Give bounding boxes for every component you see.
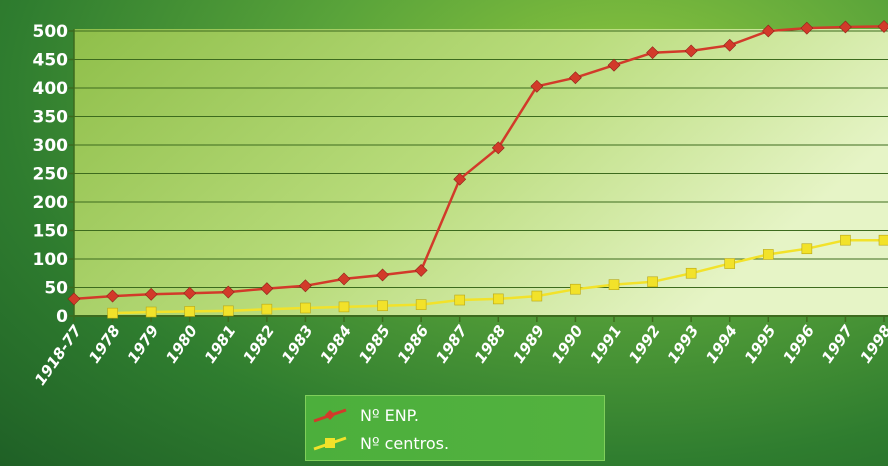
x-tick-label: 1992 — [625, 322, 664, 367]
x-tick-label: 1997 — [818, 322, 857, 367]
data-point — [300, 302, 311, 314]
data-point — [106, 289, 119, 303]
data-point — [184, 306, 196, 317]
axes — [68, 29, 888, 322]
data-point — [801, 243, 813, 255]
x-tick-label: 1979 — [124, 322, 163, 367]
x-tick-label: 1981 — [201, 322, 240, 367]
x-tick-label: 1978 — [85, 322, 124, 367]
x-tick-label: 1980 — [162, 322, 201, 367]
data-point — [840, 234, 851, 246]
data-point — [261, 303, 273, 315]
x-tick-label: 1986 — [394, 322, 433, 367]
plot-area — [74, 29, 888, 316]
data-point — [338, 301, 350, 313]
data-point — [608, 279, 620, 290]
data-point — [531, 290, 543, 302]
legend-swatch-enp — [313, 408, 347, 423]
data-point — [724, 258, 736, 269]
data-point — [800, 21, 814, 35]
data-point — [569, 71, 582, 85]
x-tick-label: 1982 — [239, 322, 278, 367]
x-tick-labels: 1918-77 1978 1979 1980 1981 1982 1983 1984 1985 1… — [31, 322, 888, 389]
data-point — [761, 24, 775, 38]
data-point — [145, 306, 157, 318]
legend-label-enp: Nº ENP. — [360, 405, 419, 425]
data-point — [454, 294, 466, 306]
legend-item-enp: Nº ENP. — [306, 401, 419, 429]
data-point — [570, 283, 581, 295]
legend-label-centros: Nº centros. — [360, 433, 450, 453]
y-tick-label: 100 — [33, 250, 69, 270]
data-point — [647, 276, 658, 288]
data-point — [839, 20, 852, 34]
x-tick-label: 1985 — [355, 322, 394, 367]
y-tick-label: 300 — [33, 136, 69, 156]
legend: Nº ENP. Nº centros. — [305, 395, 605, 461]
legend-item-centros: Nº centros. — [306, 429, 449, 457]
data-point — [607, 58, 621, 72]
data-point — [492, 293, 504, 305]
x-tick-label: 1988 — [471, 322, 510, 367]
y-tick-labels: 0 50 100 150 200 250 300 350 400 450 500 — [33, 22, 69, 327]
data-point — [221, 285, 235, 299]
data-point — [260, 282, 274, 296]
data-point — [299, 279, 312, 293]
x-tick-label: 1989 — [509, 322, 548, 367]
data-point — [878, 234, 888, 246]
x-tick-label: 1995 — [741, 322, 780, 367]
data-point — [877, 20, 888, 33]
data-point — [415, 299, 427, 310]
grid-lines — [74, 30, 888, 288]
x-tick-label: 1990 — [548, 322, 587, 367]
series-lines — [67, 20, 888, 319]
y-tick-label: 0 — [56, 307, 68, 327]
x-tick-label: 1991 — [587, 322, 626, 367]
data-point — [646, 46, 659, 60]
y-tick-label: 150 — [33, 222, 69, 242]
data-point — [144, 287, 158, 301]
data-point — [337, 272, 351, 286]
y-tick-label: 50 — [44, 279, 68, 299]
x-tick-label: 1918-77 — [31, 322, 86, 389]
x-tick-label: 1987 — [432, 322, 471, 367]
y-tick-label: 250 — [33, 165, 69, 185]
data-point — [377, 300, 388, 312]
x-tick-label: 1983 — [278, 322, 317, 367]
x-tick-label: 1996 — [779, 322, 818, 367]
data-point — [684, 44, 698, 58]
data-point — [183, 286, 197, 300]
data-point — [414, 263, 428, 277]
data-point — [376, 268, 389, 282]
data-point — [67, 292, 81, 306]
data-point — [453, 172, 467, 186]
series-enp — [67, 20, 888, 306]
x-tick-label: 1998 — [857, 322, 888, 367]
data-point — [762, 249, 774, 260]
series-centros — [107, 234, 888, 319]
y-tick-label: 400 — [33, 79, 69, 99]
x-tick-label: 1984 — [317, 322, 356, 367]
y-tick-label: 350 — [33, 108, 69, 128]
data-point — [491, 141, 505, 155]
y-tick-label: 450 — [33, 51, 69, 71]
x-tick-label: 1993 — [664, 322, 703, 367]
data-point — [222, 305, 234, 317]
data-point — [107, 307, 118, 319]
data-point — [530, 79, 544, 93]
y-tick-label: 200 — [33, 193, 69, 213]
series-line — [73, 25, 885, 301]
x-tick-label: 1994 — [702, 322, 741, 367]
legend-swatch-centros — [313, 436, 347, 451]
data-point — [685, 267, 697, 279]
y-tick-label: 500 — [33, 22, 69, 42]
data-point — [723, 38, 737, 52]
